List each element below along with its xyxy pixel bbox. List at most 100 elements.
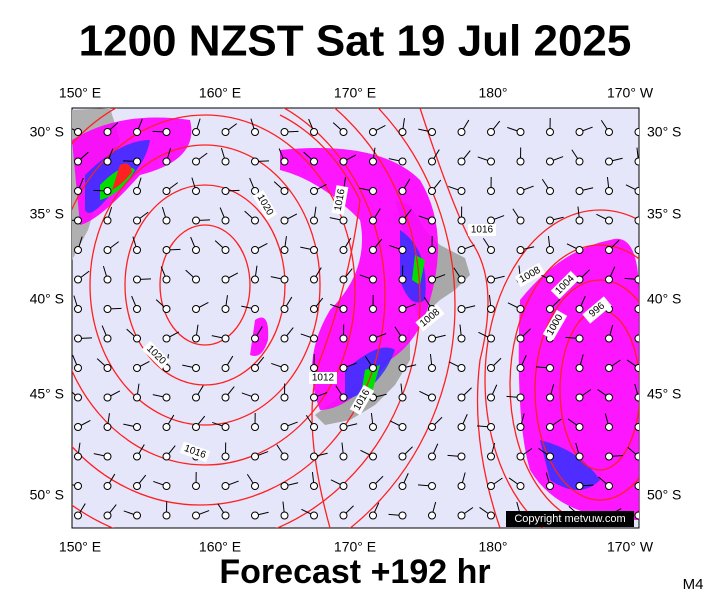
- station: [369, 305, 377, 313]
- station: [103, 216, 112, 225]
- station: [221, 187, 230, 195]
- station: [74, 246, 82, 254]
- station: [369, 275, 377, 284]
- station: [546, 246, 554, 254]
- station: [428, 482, 436, 490]
- station: [487, 511, 495, 520]
- station: [605, 482, 613, 490]
- station: [162, 452, 171, 461]
- station: [251, 187, 259, 195]
- station: [192, 423, 200, 431]
- station: [251, 482, 259, 490]
- station: [398, 452, 407, 461]
- longitude-label: 150° E: [59, 85, 101, 101]
- station: [634, 364, 639, 372]
- station: [103, 246, 112, 254]
- longitude-label: 170° W: [607, 85, 654, 101]
- station: [369, 187, 377, 195]
- longitude-label: 170° E: [334, 539, 376, 555]
- station: [575, 305, 584, 313]
- latitude-label: 45° S: [30, 386, 64, 402]
- station: [487, 423, 495, 431]
- station: [369, 157, 377, 166]
- station: [251, 128, 259, 136]
- station: [369, 511, 377, 520]
- latitude-label: 40° S: [647, 291, 681, 307]
- station: [74, 305, 82, 313]
- station: [310, 216, 318, 225]
- station: [487, 393, 495, 402]
- station: [133, 157, 141, 166]
- station: [546, 275, 554, 284]
- station: [457, 334, 466, 343]
- station: [398, 305, 407, 313]
- longitude-label: 170° W: [607, 539, 654, 555]
- station: [74, 157, 82, 166]
- isobar-value: 1016: [471, 225, 494, 236]
- station: [103, 393, 112, 402]
- station: [634, 275, 639, 284]
- station: [634, 216, 639, 225]
- station: [546, 157, 554, 166]
- station: [133, 423, 141, 431]
- station: [516, 482, 525, 490]
- station: [221, 275, 230, 284]
- station: [74, 511, 82, 520]
- station: [634, 128, 639, 136]
- station: [162, 393, 171, 402]
- station: [133, 187, 141, 195]
- station: [251, 452, 259, 461]
- station: [457, 187, 466, 195]
- station: [516, 423, 525, 431]
- station: [162, 305, 171, 313]
- station: [575, 452, 584, 461]
- station: [133, 128, 141, 136]
- station: [133, 511, 141, 520]
- station: [516, 187, 525, 195]
- station: [546, 423, 554, 431]
- station: [634, 393, 639, 402]
- longitude-label: 180°: [479, 85, 508, 101]
- station: [103, 452, 112, 461]
- station: [192, 482, 200, 490]
- station: [605, 216, 613, 225]
- station: [310, 275, 318, 284]
- station: [133, 393, 141, 402]
- station: [634, 334, 639, 343]
- station: [634, 246, 639, 254]
- station: [74, 482, 82, 490]
- station: [310, 482, 318, 490]
- station: [280, 128, 289, 136]
- station: [103, 275, 112, 284]
- station: [428, 423, 436, 431]
- station: [221, 482, 230, 490]
- map-content: [72, 108, 639, 528]
- station: [369, 128, 377, 136]
- station: [546, 187, 554, 195]
- station: [192, 511, 200, 520]
- station: [74, 423, 82, 431]
- station: [575, 423, 584, 431]
- station: [457, 157, 466, 166]
- station: [369, 334, 377, 343]
- wind-barb: [638, 337, 639, 339]
- station: [74, 275, 82, 284]
- station: [192, 246, 200, 254]
- station: [428, 393, 436, 402]
- station: [339, 393, 348, 402]
- station: [575, 364, 584, 372]
- station: [634, 305, 639, 313]
- station: [369, 482, 377, 490]
- station: [251, 423, 259, 431]
- latitude-label: 50° S: [647, 487, 681, 503]
- station: [428, 364, 436, 372]
- station: [487, 452, 495, 461]
- station: [162, 216, 171, 225]
- station: [221, 305, 230, 313]
- station: [133, 216, 141, 225]
- station: [575, 216, 584, 225]
- station: [74, 334, 82, 343]
- station: [546, 364, 554, 372]
- station: [516, 452, 525, 461]
